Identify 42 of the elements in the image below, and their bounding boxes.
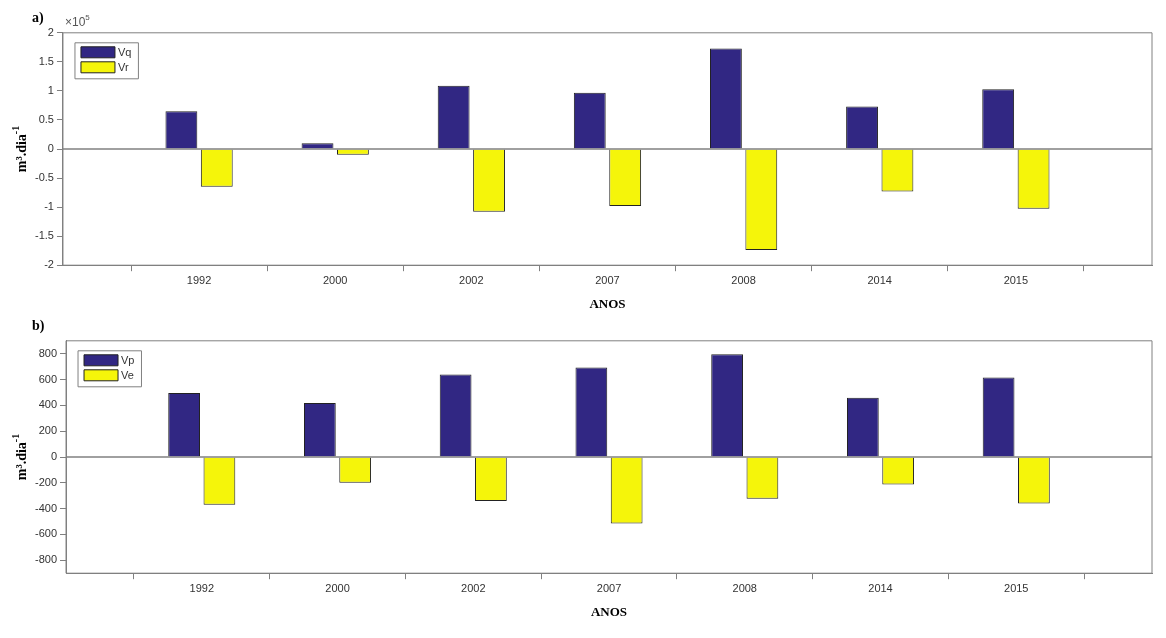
x-tick-label: 2000 (325, 581, 350, 594)
x-tick-label: 2015 (1003, 273, 1029, 286)
x-tick-label: 1992 (189, 581, 215, 594)
y-tick-label: -200 (34, 475, 58, 488)
y-tick-label: -1.5 (34, 229, 54, 242)
y-tick-label: 2 (47, 25, 54, 38)
x-tick-label: 2015 (1004, 581, 1029, 594)
chart-title: a) (32, 10, 44, 27)
y-axis-title: m³.dia-1 (9, 433, 29, 481)
legend-label: Vp (121, 353, 135, 366)
x-axis-title: ANOS (589, 295, 626, 311)
y-tick-label: 1 (47, 83, 54, 96)
legend-label: Vr (117, 60, 129, 73)
y-tick-label: -800 (34, 553, 58, 566)
x-tick-label: 2014 (867, 273, 892, 286)
x-tick-label: 2007 (595, 273, 620, 286)
chart-title: b) (32, 318, 45, 335)
x-tick-label: 2002 (459, 273, 484, 286)
y-tick-label: -600 (34, 527, 58, 540)
x-tick-label: 1992 (186, 273, 212, 286)
y-tick-label: 0.5 (38, 112, 54, 125)
y-tick-label: 0 (47, 142, 54, 155)
y-tick-label: 600 (38, 372, 58, 385)
y-tick-label: -1 (44, 200, 54, 213)
x-tick-label: 2008 (731, 273, 756, 286)
y-tick-label: 400 (38, 398, 58, 411)
y-tick-label: 1.5 (38, 54, 54, 67)
x-axis-title: ANOS (590, 603, 628, 619)
x-tick-label: 2000 (322, 273, 348, 286)
x-tick-label: 2002 (461, 581, 486, 594)
y-tick-label: 800 (38, 346, 58, 359)
y-tick-label: -2 (44, 258, 54, 271)
y-tick-label: -0.5 (34, 171, 54, 184)
y-axis-title: m³.dia-1 (9, 125, 29, 173)
y-tick-label: 200 (38, 424, 58, 437)
legend-label: Ve (121, 368, 134, 381)
legend-label: Vq (117, 45, 132, 58)
y-tick-label: -400 (34, 501, 58, 514)
x-tick-label: 2014 (868, 581, 893, 594)
x-tick-label: 2008 (732, 581, 757, 594)
x-tick-label: 2007 (596, 581, 622, 594)
y-tick-label: 0 (50, 450, 58, 463)
